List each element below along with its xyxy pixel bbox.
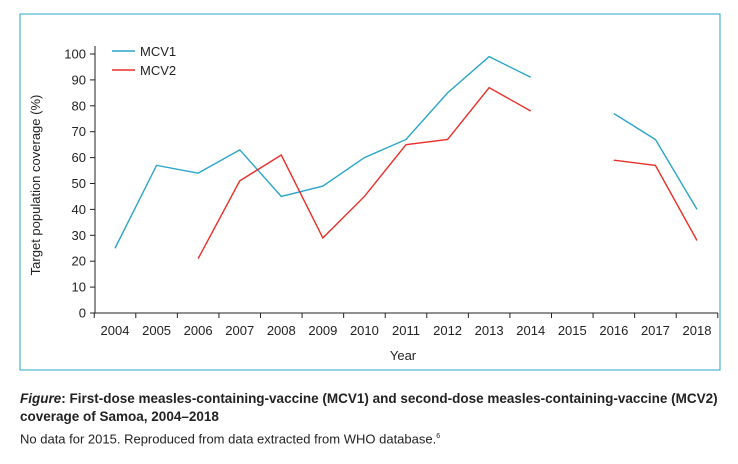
series-line-mcv2 <box>613 159 698 241</box>
x-tick-label: 2006 <box>184 323 213 338</box>
series-line-mcv2 <box>197 86 532 259</box>
x-tick-label: 2009 <box>308 323 337 338</box>
y-tick-label: 90 <box>72 72 86 87</box>
y-tick-label: 40 <box>72 202 86 217</box>
x-tick-label: 2010 <box>350 323 379 338</box>
caption-label: Figure <box>20 391 62 406</box>
x-axis-label: Year <box>390 348 417 363</box>
caption-title: : First-dose measles-containing-vaccine … <box>20 391 718 424</box>
legend-label-mcv2: MCV2 <box>140 63 176 78</box>
x-tick-label: 2016 <box>599 323 628 338</box>
legend-label-mcv1: MCV1 <box>140 44 176 59</box>
x-tick-label: 2018 <box>683 323 712 338</box>
y-tick-label: 50 <box>72 176 86 191</box>
x-tick-label: 2014 <box>516 323 545 338</box>
caption-reference: 6 <box>436 433 441 440</box>
figure-caption-note: No data for 2015. Reproduced from data e… <box>20 428 440 448</box>
figure-caption-title: Figure: First-dose measles-containing-va… <box>20 390 730 426</box>
y-tick-label: 70 <box>72 124 86 139</box>
x-tick-label: 2012 <box>433 323 462 338</box>
chart-frame <box>19 13 721 371</box>
y-tick-label: 60 <box>72 150 86 165</box>
y-axis-label: Target population coverage (%) <box>28 95 43 276</box>
y-tick-label: 20 <box>72 254 86 269</box>
chart: 0 10 20 30 40 50 60 70 80 90 100 2004 2005 2006 2007 20… <box>19 13 721 371</box>
y-tick-label: 30 <box>72 228 86 243</box>
x-tick-label: 2008 <box>267 323 296 338</box>
x-tick-label: 2004 <box>101 323 130 338</box>
y-tick-label: 100 <box>64 47 86 62</box>
x-tick-label: 2007 <box>225 323 254 338</box>
x-tick-label: 2011 <box>392 323 420 338</box>
x-tick-label: 2013 <box>475 323 504 338</box>
y-tick-label: 0 <box>79 306 86 321</box>
series-line-mcv1 <box>613 112 698 210</box>
series-line-mcv1 <box>114 55 532 249</box>
x-tick-label: 2005 <box>142 323 171 338</box>
caption-note: No data for 2015. Reproduced from data e… <box>20 431 437 447</box>
x-tick-label: 2015 <box>558 323 587 338</box>
y-tick-label: 80 <box>72 98 86 113</box>
x-tick-label: 2017 <box>641 323 670 338</box>
y-tick-label: 10 <box>72 280 86 295</box>
